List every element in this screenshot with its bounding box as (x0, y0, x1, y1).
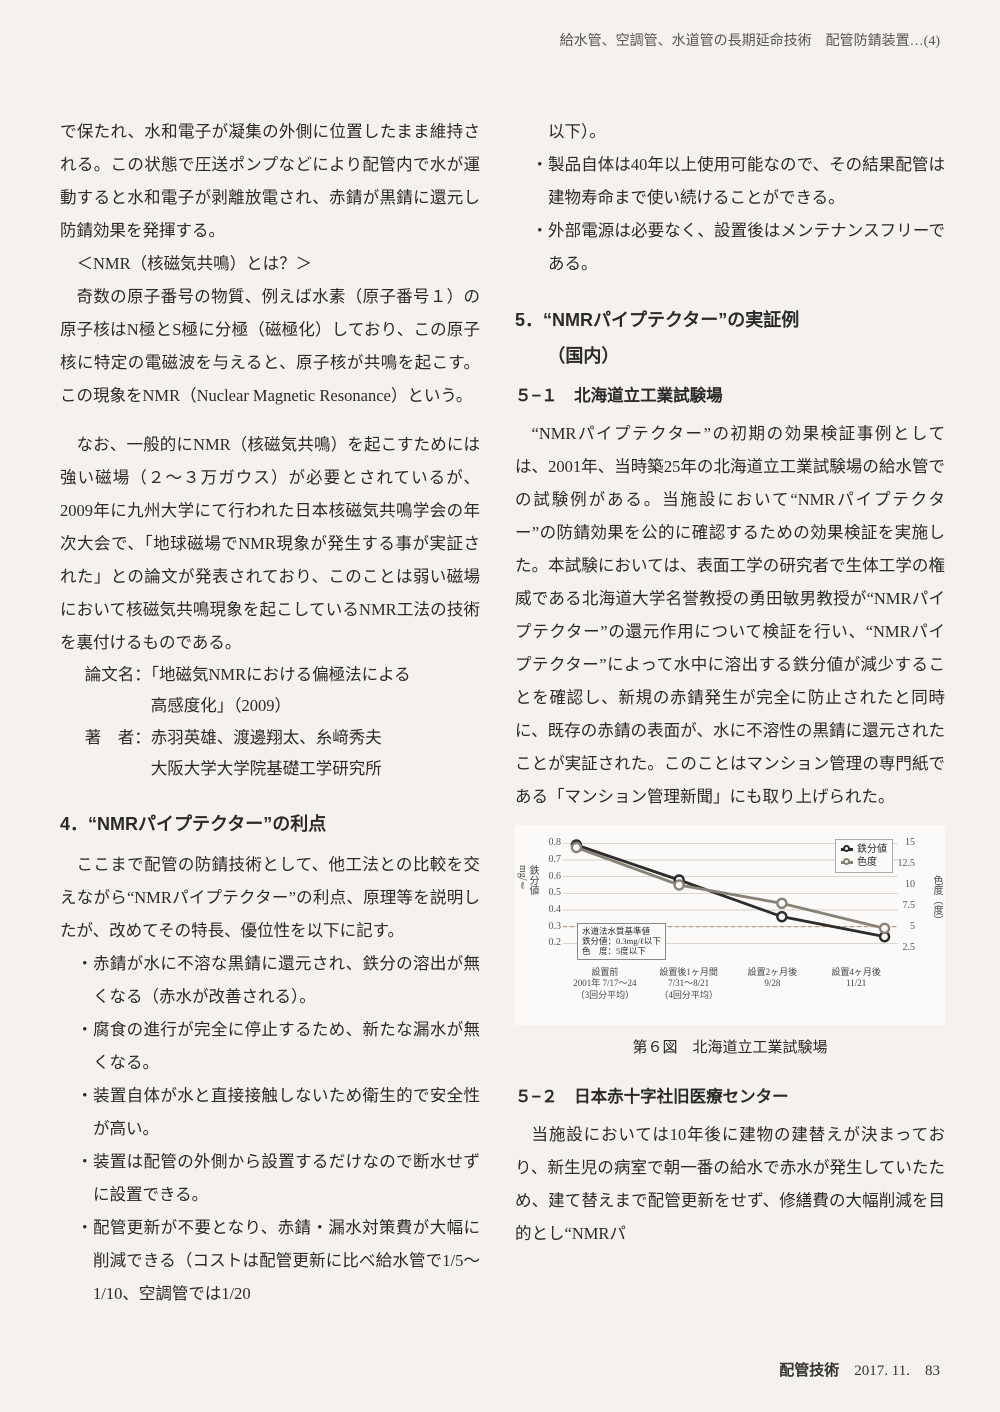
list-item: ・腐食の進行が完全に停止するため、新たな漏水が無くなる。 (77, 1013, 481, 1079)
paragraph: “NMRパイプテクター”の初期の効果検証事例としては、2001年、当時築25年の… (515, 417, 945, 813)
ref-title-cont: 高感度化」（2009） (151, 690, 480, 721)
reference-block: 論文名：「地磁気NMRにおける偏極法による 高感度化」（2009） 著 者：赤羽… (85, 659, 480, 784)
left-column: で保たれ、水和電子が凝集の外側に位置したまま維持される。この状態で圧送ポンプなど… (60, 115, 480, 1310)
list-item: ・装置は配管の外側から設置するだけなので断水せずに設置できる。 (77, 1145, 481, 1211)
list-item: ・外部電源は必要なく、設置後はメンテナンスフリーである。 (532, 214, 946, 280)
paragraph: なお、一般的にNMR（核磁気共鳴）を起こすためには強い磁場（２～３万ガウス）が必… (60, 428, 480, 659)
paragraph: 当施設においては10年後に建物の建替えが決まっており、新生児の病室で朝一番の給水… (515, 1118, 945, 1250)
figure-caption: 第６図 北海道立工業試験場 (515, 1033, 945, 1063)
nmr-heading: ＜NMR（核磁気共鳴）とは？＞ (77, 247, 481, 280)
list-item: ・製品自体は40年以上使用可能なので、その結果配管は建物寿命まで使い続けることが… (532, 148, 946, 214)
list-item: ・装置自体が水と直接接触しないため衛生的で安全性が高い。 (77, 1079, 481, 1145)
ref-authors: 著 者：赤羽英雄、渡邊翔太、糸﨑秀夫 (85, 722, 480, 753)
section-5-heading: 5．“NMRパイプテクター”の実証例 （国内） (515, 302, 945, 374)
section-4-heading: 4．“NMRパイプテクター”の利点 (60, 806, 480, 842)
list-item: ・赤錆が水に不溶な黒錆に還元され、鉄分の溶出が無くなる（赤水が改善される）。 (77, 947, 481, 1013)
subsection-5-1-heading: ５−１ 北海道立工業試験場 (515, 380, 945, 413)
page-footer: 配管技術 2017. 11. 83 (779, 1359, 940, 1380)
paragraph: で保たれ、水和電子が凝集の外側に位置したまま維持される。この状態で圧送ポンプなど… (60, 115, 480, 247)
running-header: 給水管、空調管、水道管の長期延命技術 配管防錆装置…(4) (560, 30, 940, 50)
continuation: 以下）。 (548, 115, 945, 148)
right-column: 以下）。 ・製品自体は40年以上使用可能なので、その結果配管は建物寿命まで使い続… (515, 115, 945, 1310)
paragraph: ここまで配管の防錆技術として、他工法との比較を交えながら“NMRパイプテクター”… (60, 848, 480, 947)
ref-affiliation: 大阪大学大学院基礎工学研究所 (151, 753, 480, 784)
two-column-layout: で保たれ、水和電子が凝集の外側に位置したまま維持される。この状態で圧送ポンプなど… (60, 115, 945, 1310)
ref-title: 論文名：「地磁気NMRにおける偏極法による (85, 659, 480, 690)
list-item: ・配管更新が不要となり、赤錆・漏水対策費が大幅に削減できる（コストは配管更新に比… (77, 1211, 481, 1310)
chart-area: 0.20.30.40.50.60.70.82.557.51012.515鉄分値m… (515, 825, 945, 1025)
subsection-5-2-heading: ５−２ 日本赤十字社旧医療センター (515, 1081, 945, 1114)
figure-6: 0.20.30.40.50.60.70.82.557.51012.515鉄分値m… (515, 825, 945, 1063)
paragraph: 奇数の原子番号の物質、例えば水素（原子番号１）の原子核はN極とS極に分極（磁極化… (60, 280, 480, 412)
